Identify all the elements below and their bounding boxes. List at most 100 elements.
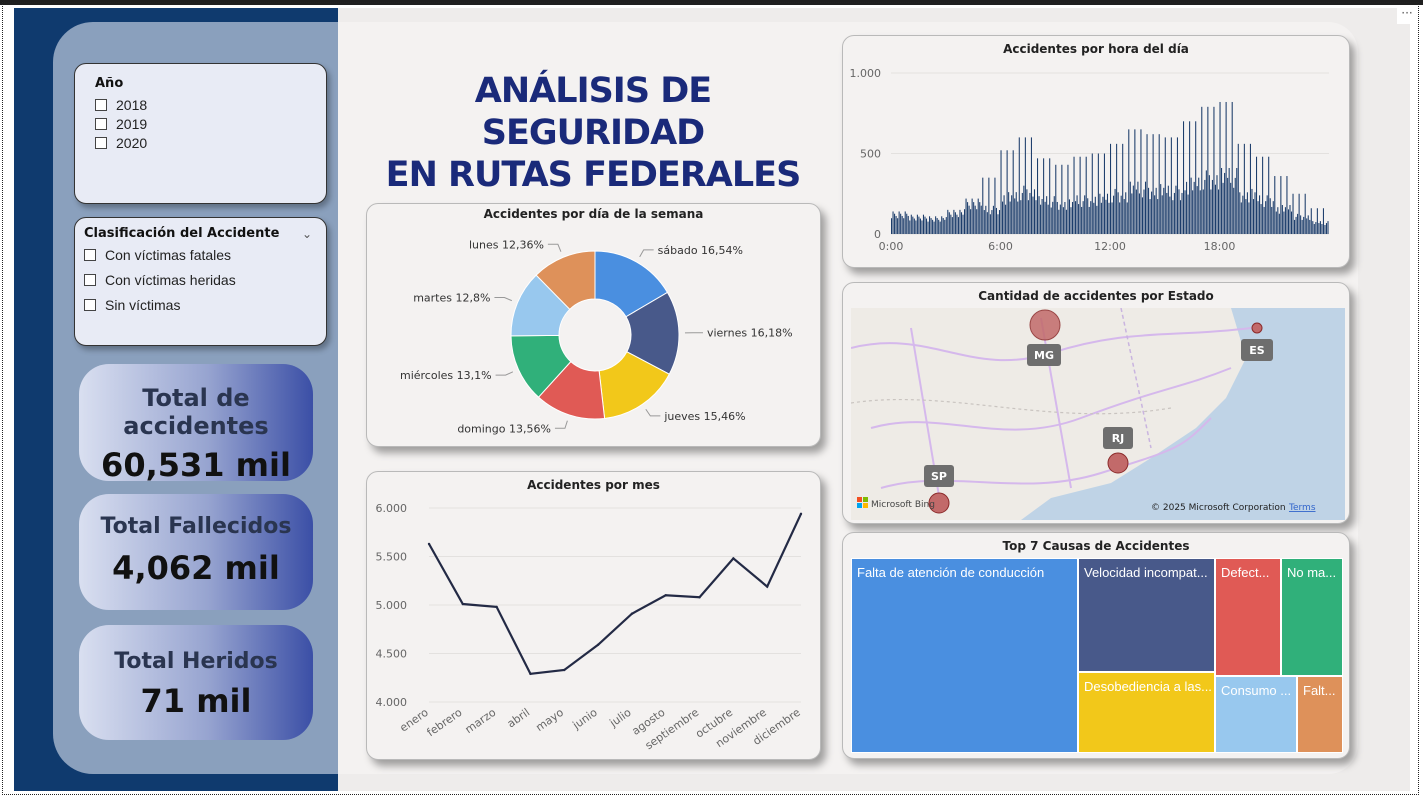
state-map[interactable]: MG ES RJ SP Microsoft Bing © 2025 Micros…: [851, 308, 1345, 520]
hour-bar: [929, 216, 931, 234]
hour-bar: [1327, 221, 1329, 234]
hour-bar: [1099, 193, 1101, 234]
treemap-cell[interactable]: Falta de atención de conducción: [851, 558, 1078, 753]
hour-bar: [964, 209, 966, 234]
rj-bubble[interactable]: [1107, 452, 1129, 474]
hour-bar: [1021, 192, 1023, 234]
hour-bar: [1041, 199, 1043, 234]
x-tick-label: mayo: [533, 706, 566, 734]
hour-bar: [909, 220, 911, 234]
hour-bar: [1187, 194, 1189, 234]
hour-bar: [1240, 202, 1242, 234]
hour-bar: [1017, 201, 1019, 234]
year-option[interactable]: 2019: [95, 116, 326, 132]
hour-bar: [1154, 195, 1156, 234]
hour-bar: [1012, 150, 1014, 234]
hour-bar: [1143, 189, 1145, 234]
pie-data-label: martes 12,8%: [413, 292, 490, 305]
hour-bar: [1207, 106, 1209, 234]
hour-bar: [1227, 177, 1229, 234]
checkbox[interactable]: [95, 137, 107, 149]
hour-bar: [1135, 189, 1137, 234]
hour-bar: [1103, 153, 1105, 234]
hour-bar: [936, 218, 938, 234]
map-copyright: © 2025 Microsoft Corporation: [1151, 503, 1286, 513]
hour-bar: [892, 211, 894, 234]
pie-leader-line: [554, 420, 568, 429]
page-title-line-1: ANÁLISIS DE SEGURIDAD: [474, 71, 712, 153]
hour-bar: [942, 218, 944, 234]
map-terms-link[interactable]: Terms: [1288, 503, 1316, 513]
hour-bar: [1027, 200, 1029, 234]
hour-bar: [1009, 201, 1011, 234]
hour-bar: [1183, 121, 1185, 234]
year-option[interactable]: 2018: [95, 97, 326, 113]
hour-bar: [986, 212, 988, 234]
hour-bar: [903, 218, 905, 234]
hour-bar: [891, 218, 893, 234]
kpi-total-deaths: Total Fallecidos 4,062 mil: [79, 494, 313, 610]
hour-bar: [1096, 205, 1098, 234]
hour-bar: [1105, 199, 1107, 234]
year-option-label: 2020: [116, 135, 148, 151]
hour-bar: [904, 211, 906, 234]
mg-bubble[interactable]: [1029, 309, 1061, 341]
treemap-cell[interactable]: No ma...: [1281, 558, 1343, 676]
hour-bar: [916, 214, 918, 234]
classification-slicer-title: Clasificación del Accidente: [84, 226, 280, 241]
hour-bar: [1301, 219, 1303, 234]
checkbox[interactable]: [84, 299, 96, 311]
hour-bar: [1251, 188, 1253, 234]
hour-bar: [1157, 199, 1159, 234]
month-point: [698, 596, 701, 599]
classification-option-label: Con víctimas fatales: [105, 247, 232, 263]
treemap-cell[interactable]: Consumo ...: [1215, 676, 1297, 753]
hour-bar: [1110, 143, 1112, 234]
year-option[interactable]: 2020: [95, 135, 326, 151]
checkbox[interactable]: [95, 118, 107, 130]
hour-chart-card[interactable]: Accidentes por hora del día 1.000 500 0 0:0…: [842, 35, 1350, 268]
hour-bar: [1084, 195, 1086, 234]
hour-bar: [1040, 204, 1042, 234]
hour-bar: [951, 217, 953, 234]
hour-bar: [1289, 205, 1291, 234]
hour-bar: [1090, 201, 1092, 234]
treemap-label: Falta de atención de conducción: [857, 565, 1045, 580]
treemap-cell[interactable]: Falt...: [1297, 676, 1343, 753]
pie-data-label: miércoles 13,1%: [400, 369, 492, 382]
year-slicer-title: Año: [95, 76, 124, 91]
treemap-cell[interactable]: Velocidad incompat...: [1078, 558, 1215, 672]
treemap-cell[interactable]: Desobediencia a las...: [1078, 672, 1215, 753]
hour-bar: [1193, 181, 1195, 234]
treemap-cell[interactable]: Defect...: [1215, 558, 1281, 676]
kpi-total-injured: Total Heridos 71 mil: [79, 625, 313, 740]
hour-bar: [1071, 201, 1074, 234]
y-tick-label: 0: [874, 228, 881, 241]
x-tick-label: marzo: [463, 706, 499, 737]
sp-bubble[interactable]: [928, 492, 950, 514]
es-bubble[interactable]: [1251, 322, 1263, 334]
hour-bar: [1163, 187, 1165, 234]
month-point: [664, 594, 667, 597]
more-options-button[interactable]: ···: [1397, 7, 1417, 24]
hour-bar: [1015, 192, 1017, 234]
classification-option[interactable]: Con víctimas fatales: [84, 247, 326, 263]
hour-bar: [1164, 137, 1166, 234]
month-chart-card[interactable]: Accidentes por mes 6.000 5.500 5.000 4.500 4…: [366, 471, 821, 760]
checkbox[interactable]: [84, 274, 96, 286]
hour-bar: [977, 198, 979, 234]
month-point: [495, 605, 498, 609]
y-tick-label: 1.000: [850, 67, 882, 80]
chevron-down-icon[interactable]: ⌄: [301, 226, 312, 241]
hour-bar: [1132, 185, 1134, 234]
checkbox[interactable]: [95, 99, 107, 111]
causes-chart-card[interactable]: Top 7 Causas de Accidentes Falta de aten…: [842, 532, 1350, 759]
classification-option[interactable]: Sin víctimas: [84, 297, 326, 313]
checkbox[interactable]: [84, 249, 96, 261]
map-card[interactable]: Cantidad de accidentes por Estado MG ES …: [842, 282, 1350, 524]
classification-option[interactable]: Con víctimas heridas: [84, 272, 326, 288]
hour-bar: [995, 207, 998, 234]
x-tick-label: junio: [570, 706, 600, 733]
weekday-chart-card[interactable]: Accidentes por día de la semana sábado 1…: [366, 203, 821, 447]
hour-bar: [1192, 190, 1194, 234]
